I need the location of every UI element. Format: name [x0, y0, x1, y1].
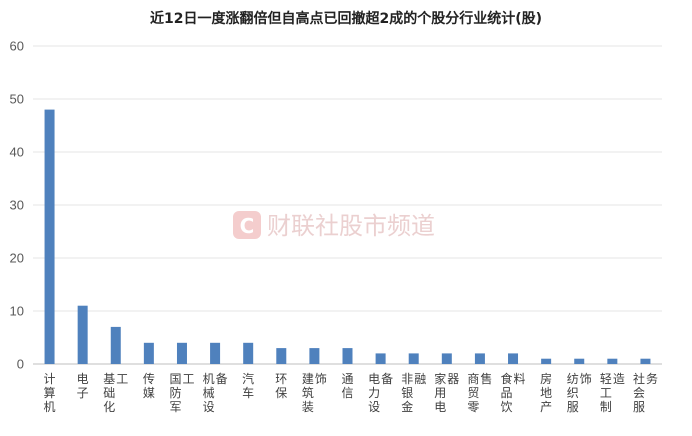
x-category-label: 食品饮料 [501, 371, 526, 414]
x-category-label-text: 传媒 [143, 371, 155, 400]
y-tick-label: 40 [10, 145, 24, 160]
watermark-logo-icon [233, 211, 261, 239]
bar [474, 353, 485, 364]
bar [276, 348, 287, 364]
bar [143, 342, 154, 364]
x-category-label-text: 商贸零售 [467, 371, 492, 414]
y-tick-label: 10 [10, 304, 24, 319]
watermark: C 财联社股市频道 [233, 211, 435, 240]
x-category-label: 电子 [77, 372, 89, 400]
y-axis-ticks: 0 10 20 30 40 50 60 [10, 39, 24, 372]
x-category-label: 轻工制造 [600, 372, 625, 414]
grid-lines [33, 45, 662, 365]
x-category-label-text: 非银金融 [401, 372, 426, 414]
x-category-label: 纺织服饰 [567, 372, 592, 414]
bar [44, 109, 55, 364]
x-category-label: 房地产 [540, 371, 552, 414]
watermark-logo-letter: C [240, 214, 255, 238]
x-category-label: 国防军工 [169, 372, 194, 414]
y-tick-label: 30 [10, 198, 24, 213]
x-category-label-text: 汽车 [242, 371, 254, 400]
bar [375, 353, 386, 364]
bar [77, 305, 88, 364]
y-tick-label: 0 [17, 357, 24, 372]
x-category-label-text: 食品饮料 [501, 371, 526, 414]
bar [176, 342, 187, 364]
x-category-label: 商贸零售 [467, 371, 492, 414]
x-category-label: 汽车 [242, 371, 254, 400]
watermark-text: 财联社股市频道 [267, 212, 435, 240]
x-category-label-text: 纺织服饰 [567, 372, 592, 414]
x-category-label-text: 通信 [341, 372, 353, 400]
x-category-label-text: 国防军工 [169, 372, 194, 414]
x-category-label: 计算机 [44, 372, 56, 414]
x-category-label-text: 轻工制造 [600, 372, 625, 414]
bar [574, 358, 585, 364]
x-category-label: 电力设备 [368, 372, 393, 414]
bar [508, 353, 519, 364]
bars [44, 109, 651, 364]
x-category-label-text: 家用电器 [434, 371, 459, 414]
bar [408, 353, 419, 364]
bar [541, 358, 552, 364]
x-category-label: 社会服务 [633, 371, 658, 414]
x-category-label: 家用电器 [434, 371, 459, 414]
bar [607, 358, 618, 364]
y-tick-label: 50 [10, 92, 24, 107]
x-category-label-text: 社会服务 [633, 371, 658, 414]
x-category-label-text: 计算机 [44, 372, 56, 414]
x-category-label-text: 机械设备 [203, 372, 228, 414]
bar [243, 342, 254, 364]
x-category-label: 基础化工 [103, 372, 128, 414]
x-category-label-text: 建筑装饰 [302, 372, 327, 414]
x-category-label-text: 房地产 [540, 371, 552, 414]
x-category-label-text: 环保 [275, 372, 287, 400]
bar [309, 348, 320, 364]
x-category-label: 传媒 [143, 371, 155, 400]
x-category-label: 机械设备 [203, 372, 228, 414]
bar [110, 326, 121, 364]
bar [640, 358, 651, 364]
chart-title: 近12日一度涨翻倍但自高点已回撤超2成的个股分行业统计(股) [149, 11, 543, 27]
y-tick-label: 20 [10, 251, 24, 266]
x-category-label: 环保 [275, 372, 287, 400]
bar [342, 348, 353, 364]
bar [210, 342, 221, 364]
y-tick-label: 60 [10, 39, 24, 54]
x-category-label: 通信 [341, 372, 353, 400]
x-category-label: 建筑装饰 [302, 372, 327, 414]
x-category-label-text: 基础化工 [103, 372, 128, 414]
x-category-label: 非银金融 [401, 372, 426, 414]
bar [441, 353, 452, 364]
x-category-label-text: 电子 [77, 372, 89, 400]
x-category-label-text: 电力设备 [368, 372, 393, 414]
